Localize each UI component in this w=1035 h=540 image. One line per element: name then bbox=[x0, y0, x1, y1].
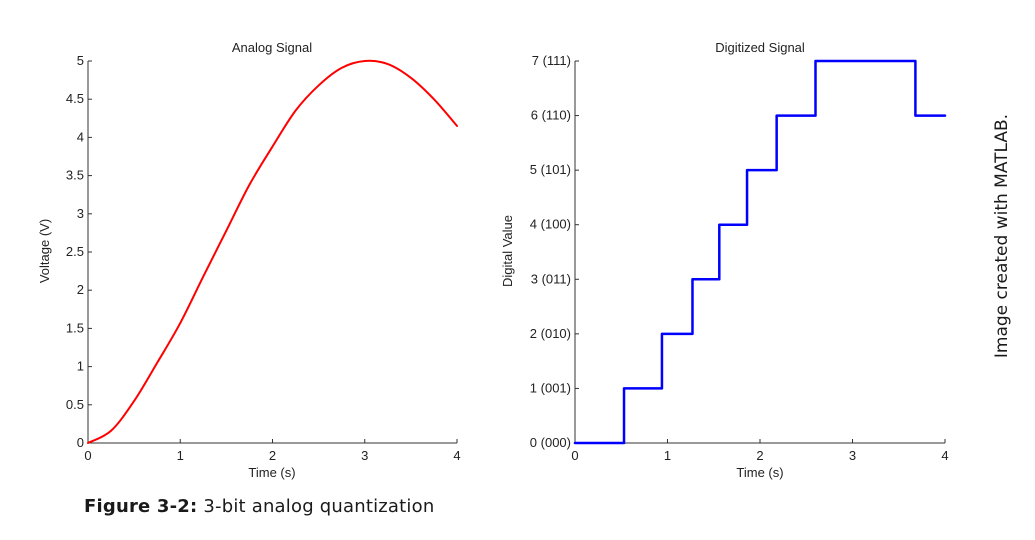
digital-y-tick-label: 1 (001) bbox=[530, 380, 571, 395]
digital-x-tick-label: 3 bbox=[849, 448, 856, 463]
figure-caption-text: 3-bit analog quantization bbox=[197, 496, 435, 517]
digital-x-tick-label: 2 bbox=[756, 448, 763, 463]
digitized-signal-chart: Digitized Signal Digital Value Time (s) … bbox=[500, 40, 949, 480]
analog-y-tick-label: 3.5 bbox=[66, 168, 84, 183]
analog-y-tick-label: 1 bbox=[77, 359, 84, 374]
digital-series-line bbox=[573, 59, 947, 445]
analog-x-tick-label: 3 bbox=[361, 448, 368, 463]
digital-x-axis-label: Time (s) bbox=[736, 465, 783, 480]
analog-x-tick-label: 4 bbox=[453, 448, 460, 463]
digital-y-tick-label: 4 (100) bbox=[530, 217, 571, 232]
digital-y-tick-label: 3 (011) bbox=[531, 271, 571, 286]
digital-y-axis-label: Digital Value bbox=[500, 215, 515, 287]
analog-x-tick-label: 0 bbox=[84, 448, 91, 463]
analog-y-tick-label: 2.5 bbox=[66, 244, 84, 259]
analog-y-tick-label: 4.5 bbox=[66, 91, 84, 106]
analog-series-line bbox=[87, 59, 458, 444]
analog-y-tick-label: 0 bbox=[77, 435, 84, 450]
digital-x-tick-label: 0 bbox=[571, 448, 578, 463]
analog-y-tick-label: 5 bbox=[77, 53, 84, 68]
analog-y-tick-label: 1.5 bbox=[66, 320, 84, 335]
image-credit-text: Image created with MATLAB. bbox=[992, 113, 1012, 359]
analog-signal-chart: Analog Signal Voltage (V) Time (s) 0 0.5 1… bbox=[37, 40, 461, 480]
analog-x-tick-label: 1 bbox=[177, 448, 184, 463]
figure-caption-label: Figure 3-2: bbox=[84, 496, 198, 517]
digital-y-tick-label: 0 (000) bbox=[530, 435, 571, 450]
analog-chart-title: Analog Signal bbox=[232, 40, 312, 55]
analog-y-tick-label: 2 bbox=[77, 282, 84, 297]
analog-y-tick-label: 3 bbox=[77, 206, 84, 221]
digital-x-tick-label: 4 bbox=[941, 448, 948, 463]
digital-y-tick-label: 5 (101) bbox=[530, 162, 571, 177]
analog-y-tick-label: 4 bbox=[77, 129, 84, 144]
digital-y-tick-label: 6 (110) bbox=[531, 108, 571, 123]
analog-x-axis-label: Time (s) bbox=[248, 465, 295, 480]
digital-y-tick-label: 2 (010) bbox=[530, 326, 571, 341]
analog-y-tick-label: 0.5 bbox=[66, 397, 84, 412]
digital-chart-title: Digitized Signal bbox=[715, 40, 805, 55]
digital-y-tick-label: 7 (111) bbox=[532, 53, 571, 68]
digital-x-tick-label: 1 bbox=[664, 448, 671, 463]
figure-caption: Figure 3-2: 3-bit analog quantization bbox=[84, 496, 434, 517]
analog-y-axis-label: Voltage (V) bbox=[37, 219, 52, 283]
analog-x-tick-label: 2 bbox=[269, 448, 276, 463]
